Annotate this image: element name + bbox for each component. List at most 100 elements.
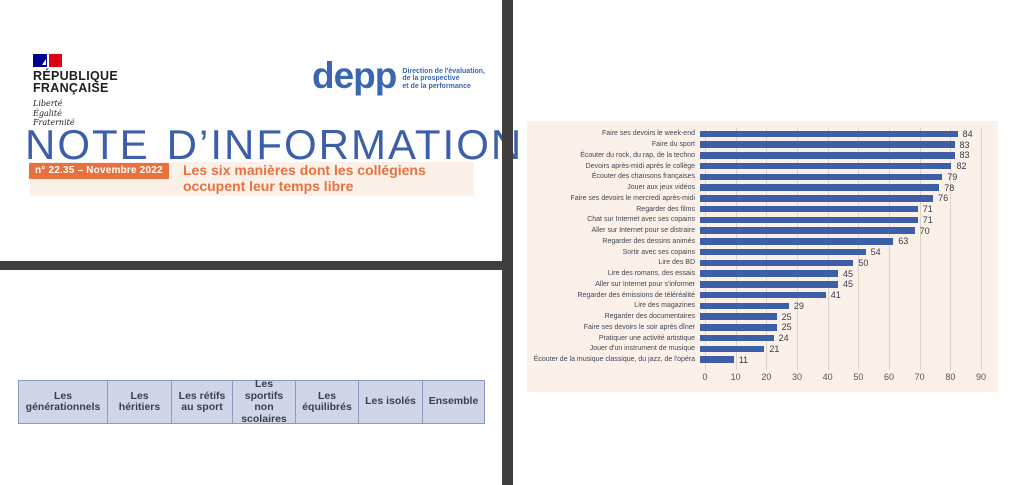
bar	[700, 248, 866, 256]
x-tick-label: 90	[975, 372, 987, 382]
x-tick-label: 30	[791, 372, 803, 382]
bar	[700, 324, 777, 331]
bar-value-label: 79	[947, 171, 958, 182]
x-tick-label: 60	[883, 372, 895, 382]
chart-row: Faire ses devoirs le week-end 84	[527, 129, 998, 140]
chart-row: Lire des magazines 29	[527, 301, 998, 312]
devise-egalite: Égalité	[33, 108, 62, 118]
bar-area: 71	[700, 215, 998, 226]
bar-area: 41	[700, 290, 998, 301]
chart-category-label: Regarder des émissions de téléréalité	[577, 291, 695, 299]
bar	[700, 270, 838, 277]
horizontal-panel-divider	[0, 261, 502, 270]
bar-value-label: 45	[843, 268, 854, 279]
x-tick-label: 40	[822, 372, 833, 382]
bar-area: 25	[700, 311, 998, 322]
republique-name: RÉPUBLIQUE FRANÇAISE	[33, 69, 118, 95]
chart-category-label: Aller sur Internet pour s'informer	[595, 280, 695, 288]
chart-category-label: Regarder des films	[636, 205, 695, 213]
chart-category-label: Écouter du rock, du rap, de la techno	[580, 151, 695, 159]
bar	[700, 184, 940, 191]
subtitle-line2: occupent leur temps libre	[183, 177, 354, 194]
table-header-cell: Les héritiers	[108, 380, 172, 424]
bar-area: 21	[700, 344, 998, 355]
bar-value-label: 45	[843, 279, 854, 290]
bar	[700, 141, 955, 148]
bar-area: 24	[700, 333, 998, 344]
bar-area: 29	[700, 301, 998, 312]
republique-francaise-logo: RÉPUBLIQUE FRANÇAISE Liberté Égalité Fra…	[33, 54, 118, 128]
bar	[700, 130, 958, 138]
bar	[700, 205, 918, 213]
chart-category-label: Regarder des dessins animés	[602, 237, 695, 245]
chart-row: Regarder des dessins animés 63	[527, 236, 998, 247]
chart-category-label: Sortir avec ses copains	[622, 248, 695, 256]
bar-area: 82	[700, 161, 998, 172]
x-tick-label: 80	[945, 372, 956, 382]
bar	[700, 216, 918, 224]
chart-category-label: Faire du sport	[651, 141, 695, 149]
issue-badge: n° 22.35 – Novembre 2022	[29, 163, 169, 179]
bar	[700, 227, 915, 234]
chart-row: Écouter du rock, du rap, de la techno 83	[527, 150, 998, 161]
chart-category-label: Écouter des chansons françaises	[591, 173, 695, 181]
bar-chart: Faire ses devoirs le week-end 84 Faire du …	[527, 121, 998, 392]
chart-row: Regarder des documentaires 25	[527, 311, 998, 322]
bar-value-label: 41	[830, 290, 841, 301]
depp-org-line1: Direction de l'évaluation,	[402, 68, 485, 75]
bar-value-label: 25	[781, 311, 792, 322]
devise-fraternite: Fraternité	[33, 118, 75, 127]
chart-row: Devoirs après-midi après le collège 82	[527, 161, 998, 172]
bar	[700, 345, 765, 353]
bar-area: 45	[700, 279, 998, 290]
chart-row: Aller sur Internet pour se distraire 70	[527, 225, 998, 236]
bar-value-label: 29	[793, 300, 804, 311]
bar-area: 78	[700, 182, 998, 193]
table-header-cell: Les rétifs au sport	[172, 380, 233, 424]
gridline	[889, 128, 890, 370]
gridline	[981, 128, 982, 370]
republique-line2: FRANÇAISE	[33, 80, 109, 95]
table-header-cell: Ensemble	[423, 380, 485, 424]
chart-row: Écouter de la musique classique, du jazz…	[527, 354, 998, 365]
bar-area: 11	[700, 354, 998, 365]
bar	[700, 281, 838, 288]
french-flag-icon	[33, 54, 64, 67]
flag-blue-block	[33, 54, 47, 67]
bar	[700, 356, 734, 363]
bar-area: 50	[700, 258, 998, 269]
page-title: NOTE D’INFORMATION	[25, 121, 523, 169]
chart-row: Jouer d'un instrument de musique 21	[527, 344, 998, 355]
chart-row: Regarder des films 71	[527, 204, 998, 215]
chart-category-label: Lire des BD	[658, 259, 695, 267]
chart-category-label: Faire ses devoirs le week-end	[602, 130, 695, 138]
chart-category-label: Aller sur Internet pour se distraire	[591, 227, 696, 235]
chart-category-label: Chat sur Internet avec ses copains	[587, 216, 695, 224]
bar-area: 71	[700, 204, 998, 215]
chart-category-label: Faire ses devoirs le mercredi après-midi	[570, 194, 695, 202]
bar-area: 54	[700, 247, 998, 258]
bar	[700, 259, 854, 267]
gridline	[950, 128, 952, 370]
page-title-word2: D’INFORMATION	[166, 121, 524, 168]
bar-value-label: 71	[922, 214, 933, 225]
bar	[700, 195, 934, 202]
republique-line1: RÉPUBLIQUE	[33, 69, 118, 83]
bar-value-label: 25	[781, 322, 792, 333]
x-tick-label: 20	[761, 372, 772, 382]
bar-area: 76	[700, 193, 998, 204]
chart-row: Lire des BD 50	[527, 258, 998, 269]
subtitle-line1: Les six manières dont les collégiens	[183, 162, 426, 178]
chart-row: Aller sur Internet pour s'informer 45	[527, 279, 998, 290]
chart-category-label: Lire des magazines	[634, 302, 695, 310]
x-tick-label: 70	[914, 372, 925, 382]
x-tick-label: 10	[730, 372, 741, 382]
x-tick-label: 50	[853, 372, 864, 382]
chart-x-axis: 0 10 20 30 40 50 60 70 80 90	[702, 372, 998, 384]
bar-value-label: 21	[769, 343, 780, 354]
bar-area: 79	[700, 172, 998, 183]
bar-area: 83	[700, 139, 998, 150]
chart-row: Faire du sport 83	[527, 139, 998, 150]
depp-org-line2: de la prospective	[402, 75, 460, 83]
bar	[700, 152, 955, 159]
